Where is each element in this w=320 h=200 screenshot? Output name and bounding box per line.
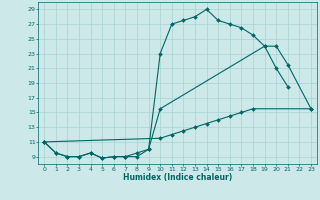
X-axis label: Humidex (Indice chaleur): Humidex (Indice chaleur) [123,173,232,182]
